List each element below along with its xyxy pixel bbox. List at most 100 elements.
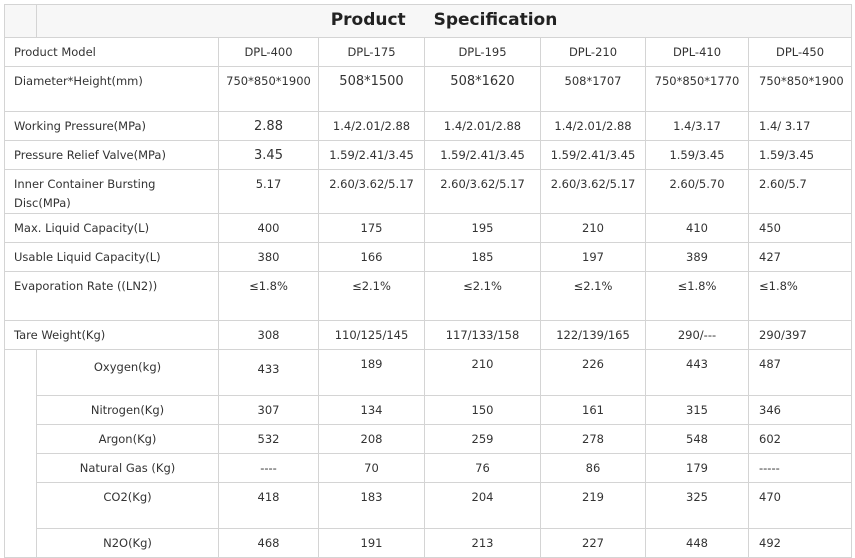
cell-dpl-195: 204 — [424, 482, 541, 529]
cell-dpl-210: 161 — [540, 395, 646, 425]
cell-dpl-400: 750*850*1900 — [218, 66, 319, 112]
cell-dpl-400: 3.45 — [218, 140, 319, 170]
gas-capacity-row: Nitrogen(Kg) 307 134 150 161 315 346 — [5, 395, 853, 425]
cell-dpl-410: 179 — [645, 453, 749, 483]
cell-dpl-195: 508*1620 — [424, 66, 541, 112]
cell-dpl-450: 470 — [747, 482, 853, 529]
cell-dpl-195: ≤2.1% — [424, 271, 541, 321]
cell-dpl-410: DPL-410 — [645, 37, 749, 67]
cell-dpl-400: 307 — [218, 395, 319, 425]
cell-dpl-175: ≤2.1% — [318, 271, 425, 321]
cell-dpl-400: ---- — [218, 453, 319, 483]
cell-dpl-210: 508*1707 — [540, 66, 646, 112]
gas-capacity-row: Oxygen(kg) 433 189 210 226 443 487 — [4, 349, 853, 558]
cell-dpl-195: 259 — [424, 424, 541, 454]
cell-dpl-410: 389 — [645, 242, 749, 272]
cell-dpl-210: 86 — [540, 453, 646, 483]
gas-label: N2O(Kg) — [36, 528, 219, 558]
cell-dpl-195: 2.60/3.62/5.17 — [424, 169, 541, 214]
gas-group-cell — [4, 349, 37, 558]
cell-dpl-410: 548 — [645, 424, 749, 454]
cell-dpl-210: 278 — [540, 424, 646, 454]
cell-dpl-195: 210 — [424, 349, 541, 396]
gas-capacity-row: CO2(Kg) 418 183 204 219 325 470 — [5, 482, 853, 529]
cell-dpl-210: 227 — [540, 528, 646, 558]
cell-dpl-450: ----- — [747, 453, 853, 483]
cell-dpl-210: 2.60/3.62/5.17 — [540, 169, 646, 214]
row-label: Working Pressure(MPa) — [4, 111, 219, 141]
cell-dpl-195: 117/133/158 — [424, 320, 541, 350]
title-text: Product Specification — [330, 10, 558, 30]
cell-dpl-175: 1.59/2.41/3.45 — [318, 140, 425, 170]
table-row: Tare Weight(Kg) 308 110/125/145 117/133/158… — [4, 320, 853, 350]
cell-dpl-410: 2.60/5.70 — [645, 169, 749, 214]
gas-capacity-row: N2O(Kg) 468 191 213 227 448 492 — [5, 528, 853, 558]
cell-dpl-400: ≤1.8% — [218, 271, 319, 321]
cell-dpl-400: 433 — [218, 349, 319, 396]
cell-dpl-210: 210 — [540, 213, 646, 243]
cell-dpl-410: 290/--- — [645, 320, 749, 350]
cell-dpl-450: 290/397 — [747, 320, 853, 350]
gas-label: Oxygen(kg) — [36, 349, 219, 396]
cell-dpl-410: 325 — [645, 482, 749, 529]
gas-capacity-row: Argon(Kg) 532 208 259 278 548 602 — [5, 424, 853, 454]
cell-dpl-400: 308 — [218, 320, 319, 350]
cell-dpl-195: 150 — [424, 395, 541, 425]
row-label: Evaporation Rate ((LN2)) — [4, 271, 219, 321]
table-title: Product Specification — [35, 4, 853, 38]
table-row: Usable Liquid Capacity(L) 380 166 185 197 389… — [4, 242, 853, 272]
row-label: Product Model — [4, 37, 219, 67]
cell-dpl-400: DPL-400 — [218, 37, 319, 67]
cell-dpl-450: 450 — [747, 213, 853, 243]
cell-dpl-400: 5.17 — [218, 169, 319, 214]
cell-dpl-175: 110/125/145 — [318, 320, 425, 350]
cell-dpl-195: DPL-195 — [424, 37, 541, 67]
gas-label: Argon(Kg) — [36, 424, 219, 454]
cell-dpl-450: 602 — [747, 424, 853, 454]
cell-dpl-400: 2.88 — [218, 111, 319, 141]
gas-label: CO2(Kg) — [36, 482, 219, 529]
table-row: Working Pressure(MPa) 2.88 1.4/2.01/2.88 1.… — [4, 111, 853, 141]
cell-dpl-400: 532 — [218, 424, 319, 454]
gas-capacity-row: Natural Gas (Kg) ---- 70 76 86 179 ----- — [5, 453, 853, 483]
empty-cell — [4, 4, 37, 38]
cell-dpl-450: 346 — [747, 395, 853, 425]
row-label: Usable Liquid Capacity(L) — [4, 242, 219, 272]
cell-dpl-175: DPL-175 — [318, 37, 425, 67]
cell-dpl-450: 750*850*1900 — [747, 66, 853, 112]
cell-dpl-210: 1.59/2.41/3.45 — [540, 140, 646, 170]
cell-dpl-410: 315 — [645, 395, 749, 425]
cell-dpl-195: 1.4/2.01/2.88 — [424, 111, 541, 141]
cell-dpl-195: 185 — [424, 242, 541, 272]
cell-dpl-450: 427 — [747, 242, 853, 272]
row-label: Inner Container Bursting Disc(MPa) — [4, 169, 219, 214]
cell-dpl-175: 189 — [318, 349, 425, 396]
cell-dpl-450: 487 — [747, 349, 853, 396]
cell-dpl-410: 443 — [645, 349, 749, 396]
cell-dpl-410: 448 — [645, 528, 749, 558]
title-row: Product Specification — [4, 4, 853, 38]
cell-dpl-210: 1.4/2.01/2.88 — [540, 111, 646, 141]
cell-dpl-210: 219 — [540, 482, 646, 529]
cell-dpl-175: 175 — [318, 213, 425, 243]
cell-dpl-175: 508*1500 — [318, 66, 425, 112]
cell-dpl-410: 1.59/3.45 — [645, 140, 749, 170]
row-label: Max. Liquid Capacity(L) — [4, 213, 219, 243]
cell-dpl-400: 400 — [218, 213, 319, 243]
cell-dpl-400: 468 — [218, 528, 319, 558]
cell-dpl-195: 1.59/2.41/3.45 — [424, 140, 541, 170]
cell-dpl-210: 197 — [540, 242, 646, 272]
cell-dpl-400: 418 — [218, 482, 319, 529]
table-row: Diameter*Height(mm) 750*850*1900 508*1500 5… — [4, 66, 853, 112]
table-row: Product Model DPL-400 DPL-175 DPL-195 DPL-21… — [4, 37, 853, 67]
cell-dpl-175: 208 — [318, 424, 425, 454]
cell-dpl-450: DPL-450 — [747, 37, 853, 67]
cell-dpl-195: 76 — [424, 453, 541, 483]
cell-dpl-195: 213 — [424, 528, 541, 558]
cell-dpl-450: 492 — [747, 528, 853, 558]
cell-dpl-410: 410 — [645, 213, 749, 243]
cell-dpl-410: ≤1.8% — [645, 271, 749, 321]
row-label: Pressure Relief Valve(MPa) — [4, 140, 219, 170]
gas-label: Nitrogen(Kg) — [36, 395, 219, 425]
cell-dpl-210: ≤2.1% — [540, 271, 646, 321]
